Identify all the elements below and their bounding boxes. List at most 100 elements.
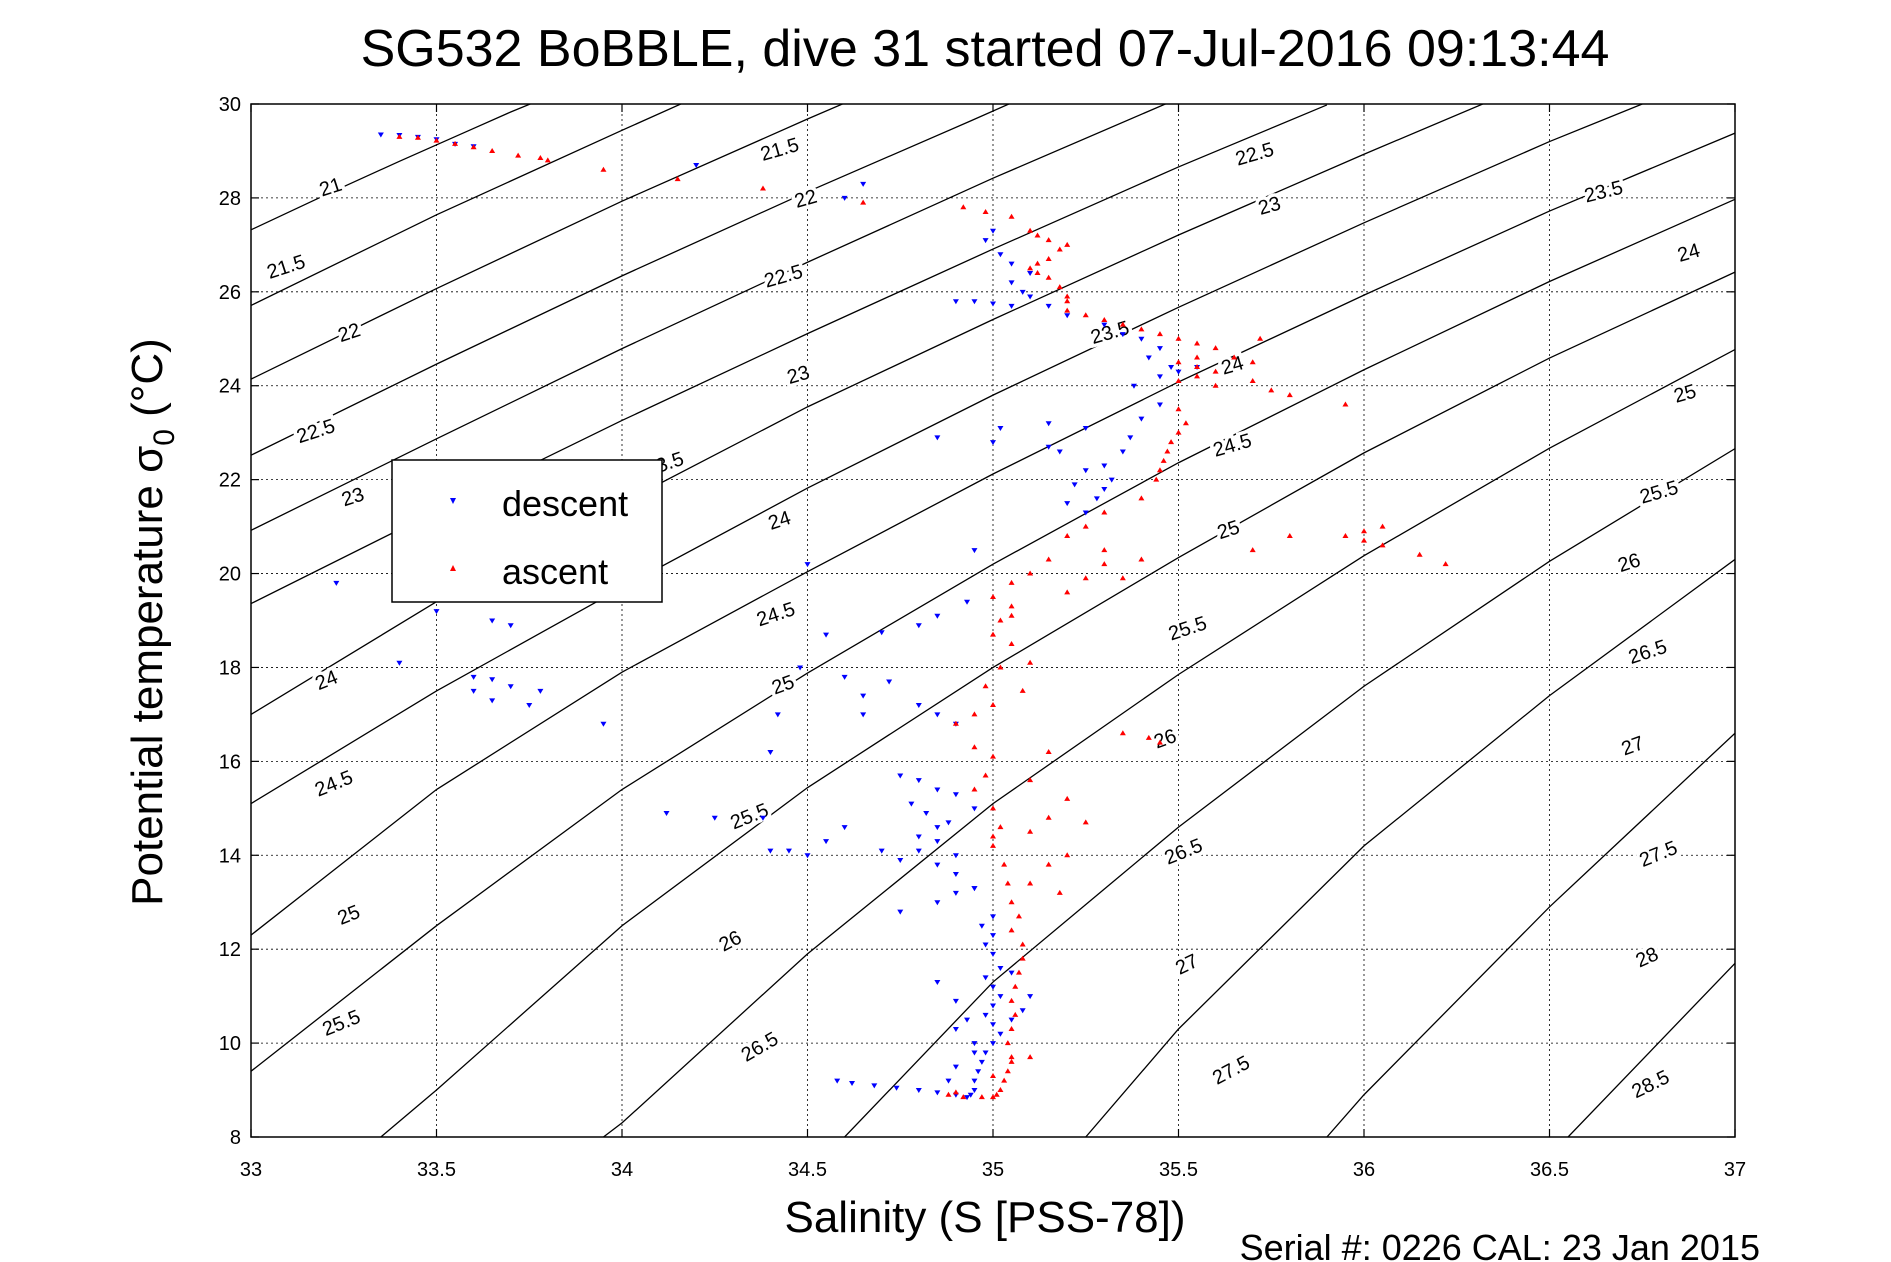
legend: descent ascent [391, 459, 663, 603]
isopycnal-line [844, 448, 1735, 1137]
descent-point [1082, 425, 1089, 431]
ascent-point [1153, 476, 1160, 482]
ascent-point [1156, 467, 1163, 473]
ascent-point [1015, 969, 1022, 975]
data-series [333, 132, 1449, 1101]
isopycnal-line [251, 132, 1735, 936]
descent-point [897, 857, 904, 863]
ascent-point [1101, 547, 1108, 553]
ascent-point [1361, 537, 1367, 543]
descent-point [982, 1050, 989, 1056]
descent-point [1101, 487, 1108, 493]
ascent-point [1008, 997, 1015, 1003]
descent-point [990, 440, 996, 446]
descent-point [971, 806, 978, 812]
descent-point [1138, 416, 1145, 422]
isopycnal-line [251, 104, 683, 307]
descent-point [878, 630, 885, 636]
ascent-point [1004, 1040, 1011, 1046]
x-tick-label: 35 [982, 1159, 1004, 1181]
ascent-point [1027, 659, 1034, 665]
isopycnal-line [603, 348, 1735, 1137]
descent-point [377, 132, 384, 138]
descent-point [897, 773, 904, 779]
descent-point [997, 1031, 1004, 1037]
descent-point [823, 632, 830, 638]
descent-point [952, 853, 959, 859]
ascent-point [1064, 307, 1071, 313]
descent-point [1082, 510, 1089, 516]
descent-point [978, 923, 985, 929]
ascent-point [982, 208, 989, 214]
y-tick-label: 18 [219, 657, 241, 679]
ascent-point [1008, 899, 1015, 905]
ascent-point [1212, 345, 1219, 351]
ascent-point [1027, 1054, 1034, 1060]
descent-point [860, 693, 867, 699]
ascent-point [433, 137, 440, 143]
ascent-point [1001, 861, 1008, 867]
ascent-point [489, 147, 496, 153]
ascent-point [1008, 927, 1015, 933]
descent-point [1156, 346, 1163, 352]
descent-point [967, 1092, 974, 1098]
descent-point [982, 975, 989, 981]
descent-point [1130, 383, 1137, 389]
descent-point [934, 787, 941, 793]
descent-point [934, 839, 941, 845]
ascent-point [1119, 575, 1126, 581]
descent-point [526, 703, 533, 709]
descent-point [893, 1085, 900, 1091]
ascent-point [1212, 382, 1219, 388]
descent-point [952, 872, 959, 878]
ascent-point [600, 166, 607, 172]
ascent-point [1045, 861, 1052, 867]
ascent-point [452, 140, 459, 146]
descent-point [971, 548, 978, 554]
isopycnal-line [251, 104, 845, 380]
descent-point [952, 890, 959, 896]
descent-point [1064, 501, 1071, 507]
descent-point [1156, 402, 1163, 408]
descent-point [952, 792, 959, 798]
descent-point [1145, 355, 1152, 361]
descent-point [489, 677, 496, 683]
ascent-point [1168, 439, 1175, 445]
ascent-point [1194, 373, 1201, 379]
ascent-point [1012, 983, 1019, 989]
ascent-point [1194, 363, 1201, 369]
descent-point [774, 712, 781, 718]
ascent-point [1082, 523, 1089, 529]
descent-point [886, 679, 893, 685]
ascent-point [544, 157, 551, 163]
descent-point [990, 1003, 996, 1009]
descent-point [860, 712, 867, 718]
legend-ascent-label: ascent [502, 551, 608, 592]
ascent-point [960, 204, 967, 210]
descent-point [990, 933, 996, 939]
ascent-point [1082, 312, 1089, 318]
descent-point [971, 886, 978, 892]
ascent-point [1101, 561, 1108, 567]
ascent-point [1257, 335, 1264, 341]
y-tick-label: 20 [219, 564, 241, 586]
ascent-point [1019, 955, 1026, 961]
x-tick-label: 33 [240, 1159, 262, 1181]
ascent-point [1056, 284, 1063, 290]
descent-point [964, 1017, 971, 1023]
descent-point [1008, 303, 1015, 309]
descent-point [971, 1078, 978, 1084]
ascent-point [1027, 265, 1034, 271]
descent-point [964, 1095, 971, 1101]
descent-point [507, 684, 514, 690]
ascent-point [978, 1094, 985, 1100]
isopycnal-line [251, 198, 1735, 1072]
ascent-point [759, 185, 766, 191]
descent-point [841, 195, 848, 201]
descent-point [978, 1059, 985, 1065]
ascent-point [997, 824, 1004, 830]
descent-point [945, 1078, 952, 1084]
descent-point [971, 299, 978, 305]
ascent-point [1268, 387, 1275, 393]
descent-point [997, 994, 1004, 1000]
